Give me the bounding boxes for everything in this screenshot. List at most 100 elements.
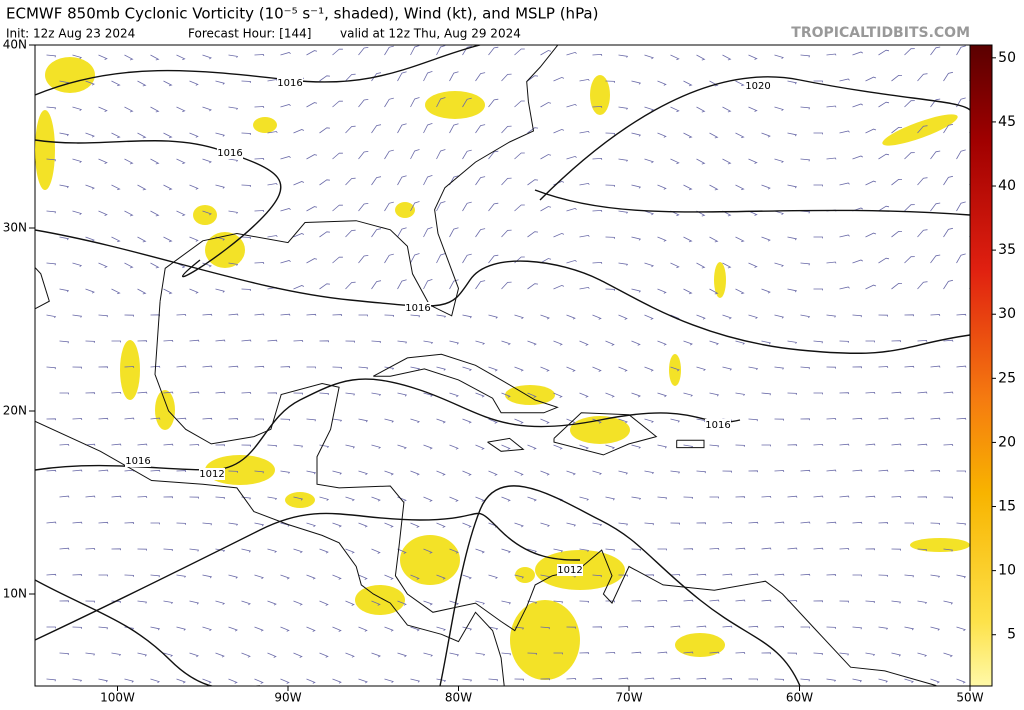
wind-barb bbox=[917, 339, 928, 342]
wind-barb bbox=[137, 80, 147, 87]
wind-barb bbox=[904, 152, 915, 160]
wind-barb bbox=[449, 600, 459, 606]
wind-barb bbox=[384, 418, 395, 423]
wind-barb bbox=[644, 574, 654, 577]
wind-barb bbox=[839, 652, 849, 656]
wind-barb bbox=[527, 392, 537, 398]
wind-barb bbox=[553, 284, 565, 290]
wind-barb bbox=[865, 600, 876, 604]
wind-barb bbox=[943, 652, 953, 658]
wind-barb bbox=[501, 652, 512, 656]
wind-barb bbox=[98, 574, 108, 577]
wind-barb bbox=[670, 574, 681, 576]
wind-barb bbox=[163, 288, 173, 295]
wind-barb bbox=[228, 210, 239, 214]
wind-barb bbox=[631, 80, 642, 85]
wind-barb bbox=[319, 75, 330, 82]
wind-barb bbox=[501, 600, 512, 605]
wind-barb bbox=[774, 314, 785, 319]
wind-barb bbox=[891, 74, 903, 82]
wind-barb bbox=[358, 99, 369, 108]
wind-barb bbox=[475, 340, 486, 345]
wind-barb bbox=[683, 236, 693, 243]
wind-barb bbox=[306, 313, 317, 316]
wind-barb bbox=[345, 340, 355, 343]
wind-barb bbox=[878, 101, 890, 108]
wind-barb bbox=[540, 366, 550, 372]
wind-barb bbox=[618, 470, 629, 475]
wind-barb bbox=[332, 48, 343, 56]
wind-barb bbox=[280, 156, 291, 160]
lat-label: 30N bbox=[3, 221, 27, 235]
wind-barb bbox=[163, 652, 174, 657]
wind-barb bbox=[488, 98, 499, 108]
wind-barb bbox=[540, 50, 552, 56]
wind-barb bbox=[774, 418, 784, 421]
wind-barb bbox=[722, 470, 732, 473]
wind-barb bbox=[306, 102, 318, 108]
isobar-label: 1016 bbox=[277, 78, 302, 89]
wind-barb bbox=[163, 443, 174, 446]
wind-barb bbox=[436, 574, 446, 580]
wind-barb bbox=[215, 600, 226, 605]
wind-barb bbox=[748, 314, 758, 320]
wind-barb bbox=[189, 184, 199, 190]
wind-barb bbox=[397, 444, 407, 450]
wind-barb bbox=[345, 652, 355, 658]
wind-barb bbox=[540, 258, 552, 264]
wind-barb bbox=[514, 470, 524, 476]
wind-barb bbox=[410, 418, 420, 424]
wind-barb bbox=[618, 522, 629, 526]
colorbar-label: 40 bbox=[998, 178, 1016, 194]
wind-barb bbox=[423, 279, 433, 290]
wind-barb bbox=[410, 314, 421, 318]
coastline bbox=[553, 412, 658, 456]
wind-barb bbox=[917, 281, 928, 290]
wind-barb bbox=[319, 548, 329, 554]
wind-barb bbox=[293, 181, 305, 186]
wind-barb bbox=[215, 80, 226, 85]
wind-barb bbox=[553, 340, 563, 346]
wind-barb bbox=[124, 574, 134, 577]
wind-barb bbox=[800, 678, 811, 682]
wind-barb bbox=[696, 106, 706, 113]
wind-barb bbox=[891, 340, 902, 343]
wind-barb bbox=[280, 104, 291, 108]
wind-barb bbox=[241, 548, 252, 553]
wind-barb bbox=[280, 52, 291, 56]
wind-barb bbox=[579, 548, 590, 552]
wind-barb bbox=[358, 255, 369, 264]
wind-barb bbox=[579, 600, 589, 603]
wind-barb bbox=[163, 496, 173, 499]
wind-barb bbox=[592, 53, 603, 56]
wind-barb bbox=[826, 261, 837, 264]
wind-barb bbox=[683, 340, 693, 346]
wind-barb bbox=[592, 677, 603, 680]
wind-barb bbox=[631, 392, 641, 398]
wind-barb bbox=[319, 127, 330, 134]
title: ECMWF 850mb Cyclonic Vorticity (10⁻⁵ s⁻¹… bbox=[6, 5, 598, 23]
wind-barb bbox=[215, 391, 226, 394]
wind-barb bbox=[488, 202, 499, 212]
wind-barb bbox=[215, 652, 225, 658]
wind-barb bbox=[527, 652, 537, 655]
wind-barb bbox=[137, 184, 147, 191]
wind-barb bbox=[657, 496, 668, 500]
isobar-label-bg bbox=[705, 419, 731, 431]
wind-barb bbox=[722, 366, 733, 371]
wind-barb bbox=[124, 522, 135, 525]
wind-barb bbox=[488, 46, 499, 56]
wind-barb bbox=[475, 496, 485, 502]
wind-barb bbox=[878, 257, 890, 264]
wind-barb bbox=[839, 548, 850, 550]
wind-barb bbox=[774, 470, 785, 472]
wind-barb bbox=[514, 522, 524, 528]
wind-barb bbox=[98, 54, 108, 60]
wind-barb bbox=[306, 470, 317, 475]
wind-barb bbox=[683, 392, 694, 397]
map-area: 1016 1016 1020 1016 1016 1016 1012 1012 bbox=[35, 45, 970, 686]
wind-barb bbox=[215, 339, 226, 342]
wind-barb bbox=[72, 418, 83, 420]
wind-barb bbox=[527, 548, 538, 553]
wind-barb bbox=[878, 314, 888, 317]
